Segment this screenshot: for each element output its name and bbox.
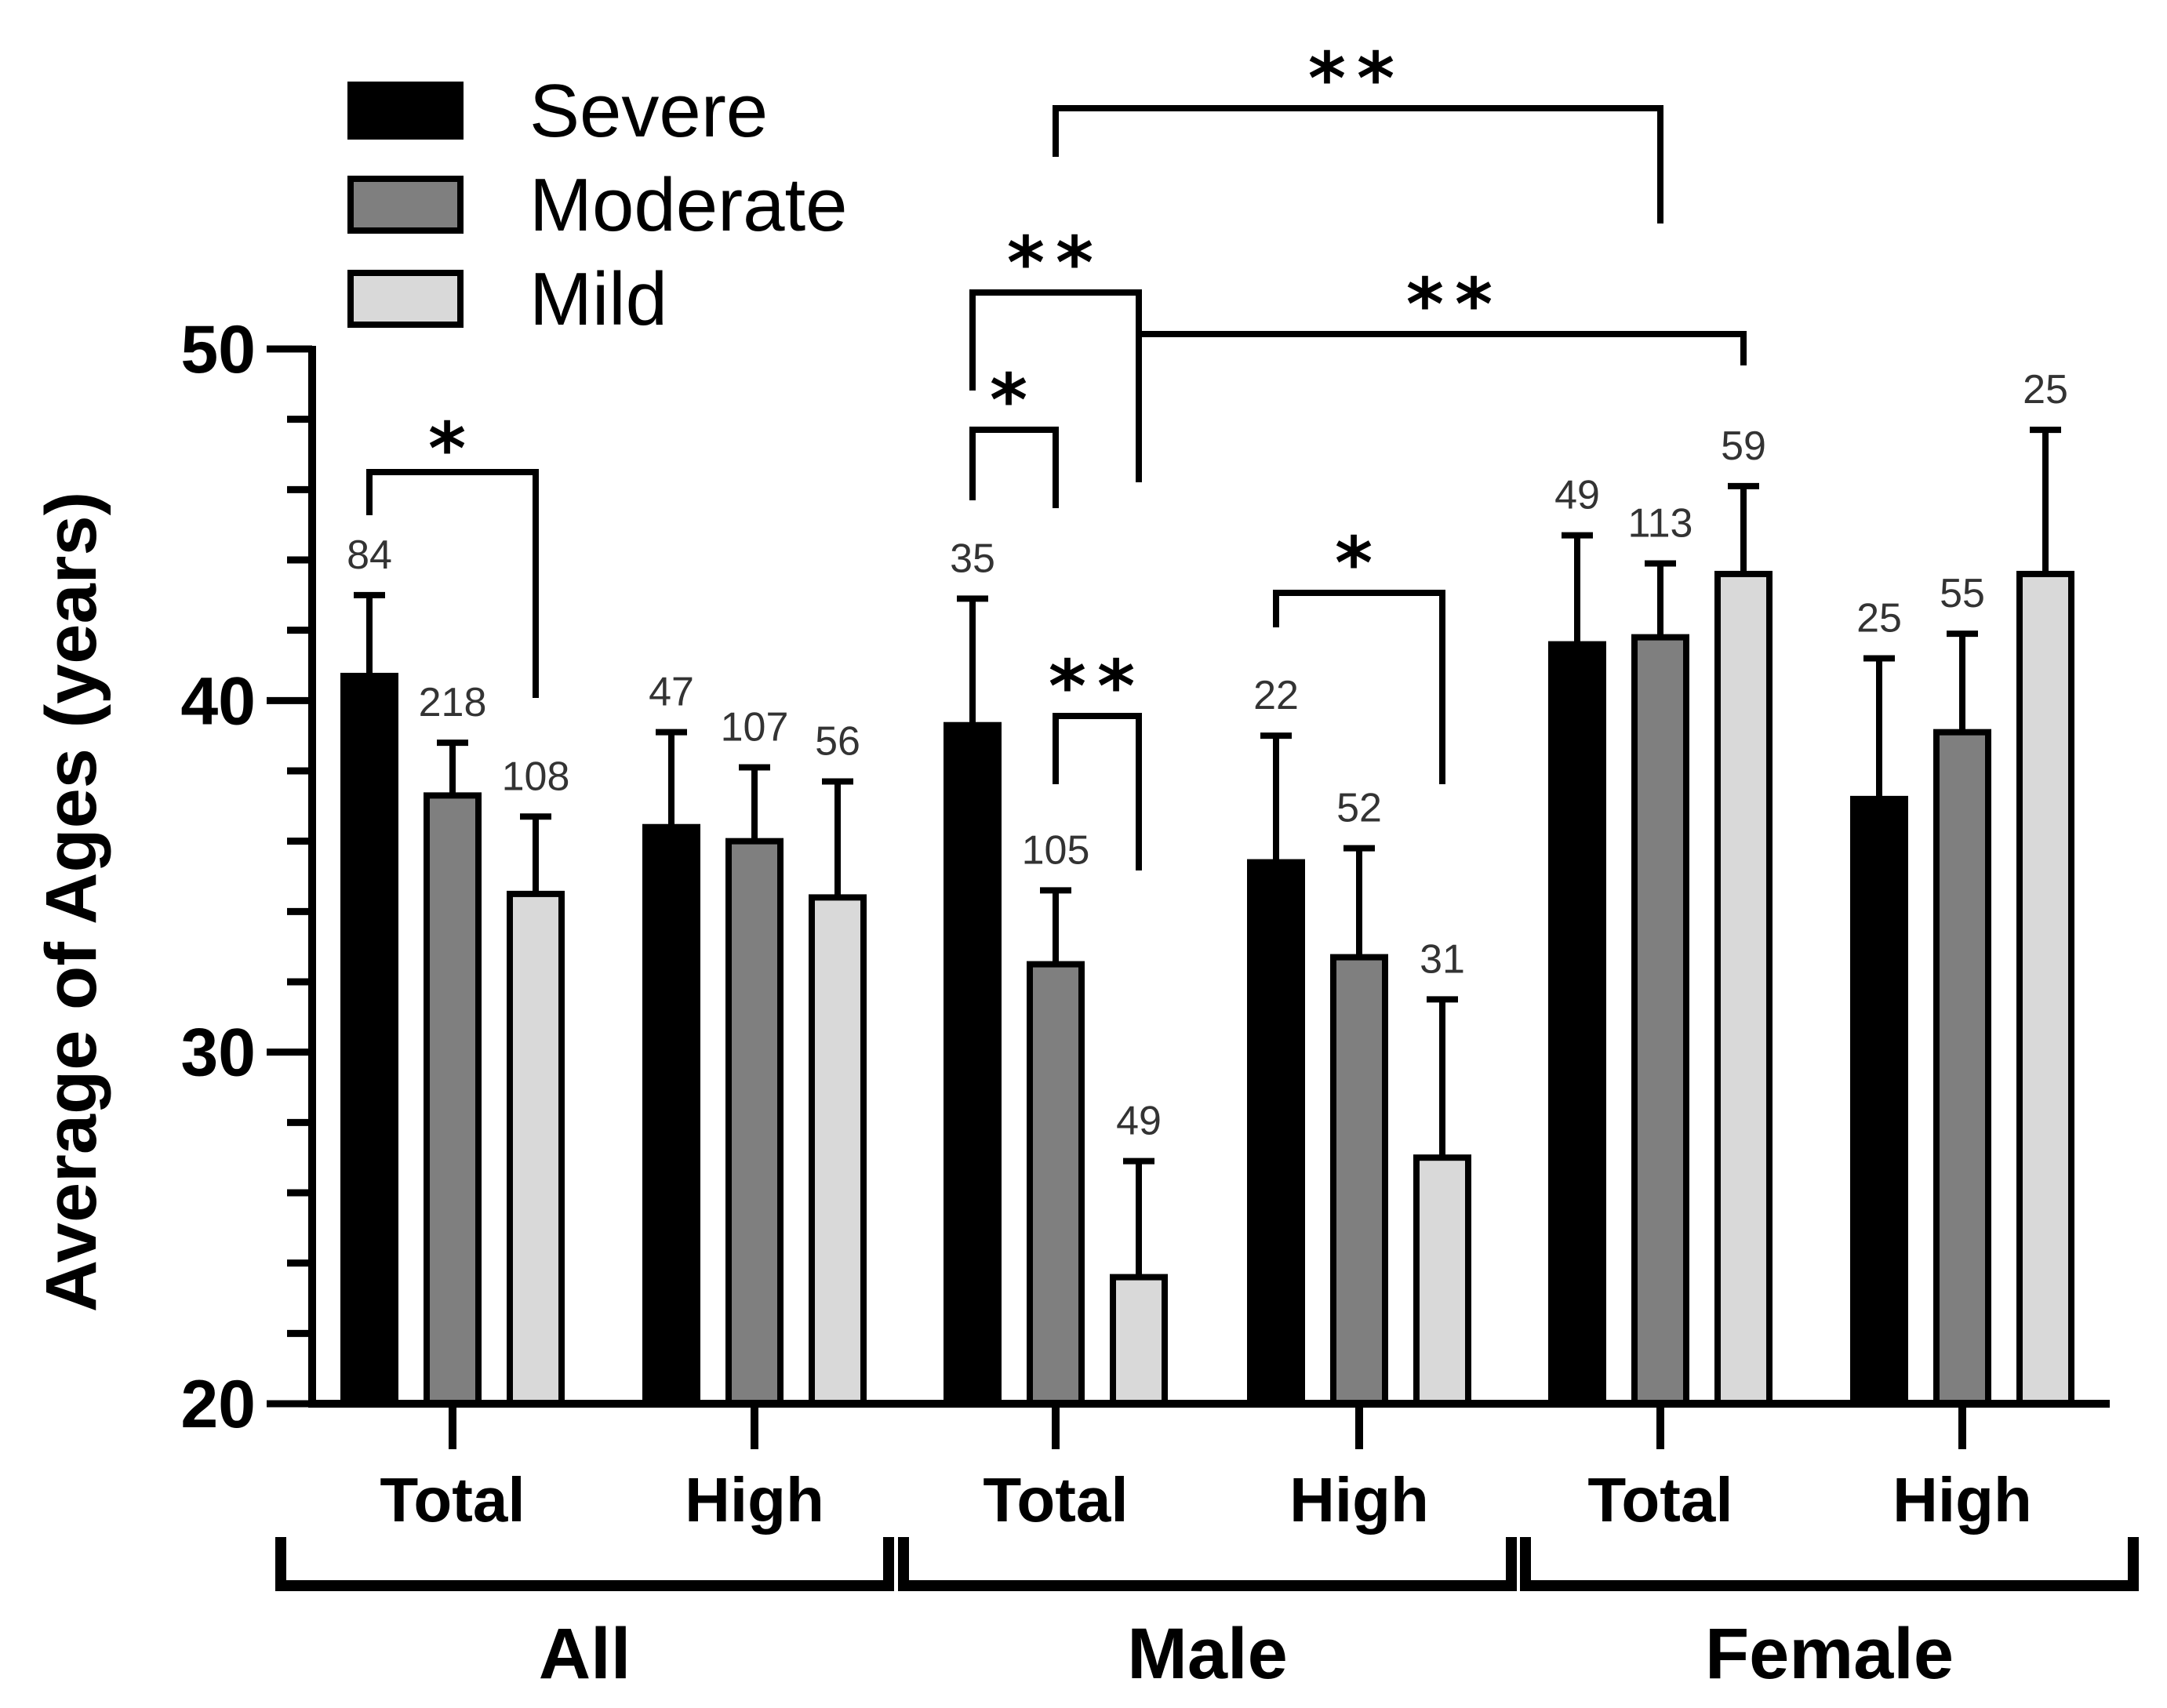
bar-severe-0 xyxy=(340,672,398,1407)
bar-severe-3 xyxy=(1247,859,1305,1407)
error-bars-layer xyxy=(354,427,2061,1277)
x-tick-label-0: Total xyxy=(380,1465,525,1535)
group-label-all: All xyxy=(539,1614,631,1694)
n-label-mild-4: 59 xyxy=(1721,423,1766,469)
x-tick-label-5: High xyxy=(1892,1465,2032,1535)
significance-label-1: * xyxy=(990,358,1038,442)
bar-severe-1 xyxy=(642,823,700,1407)
n-label-severe-0: 84 xyxy=(347,532,392,578)
group-bracket-male xyxy=(898,1537,1517,1591)
n-label-moderate-2: 105 xyxy=(1022,827,1090,873)
n-label-severe-5: 25 xyxy=(1856,596,1902,641)
bar-severe-2 xyxy=(944,721,1002,1407)
n-label-severe-3: 22 xyxy=(1253,673,1299,718)
legend-label-severe: Severe xyxy=(529,69,768,153)
sample-size-labels-layer: 84 47 35 22 49 25 218 107 105 52 113 55 108 56 49 31 59 2… xyxy=(347,367,2068,1144)
significance-bracket-4 xyxy=(1273,590,1445,784)
bar-severe-4 xyxy=(1548,641,1606,1407)
significance-bracket-3 xyxy=(1053,713,1142,870)
bar-mild-4 xyxy=(1714,570,1773,1407)
bar-moderate-2 xyxy=(1027,961,1085,1408)
y-tick-label-20: 20 xyxy=(180,1367,256,1442)
n-label-mild-1: 56 xyxy=(815,718,860,764)
n-label-moderate-4: 113 xyxy=(1628,500,1693,546)
significance-label-2: ** xyxy=(1007,221,1104,305)
bar-mild-1 xyxy=(809,894,867,1407)
bar-mild-0 xyxy=(507,890,565,1407)
significance-label-5: ** xyxy=(1406,263,1503,347)
n-label-severe-1: 47 xyxy=(649,670,694,715)
n-label-mild-2: 49 xyxy=(1116,1099,1162,1144)
n-label-severe-4: 49 xyxy=(1554,473,1600,518)
bar-moderate-1 xyxy=(725,838,784,1407)
significance-bracket-5 xyxy=(1139,331,1747,365)
y-axis-label: Average of Ages (years) xyxy=(31,492,111,1313)
significance-label-0: * xyxy=(428,407,477,491)
x-tick-label-4: Total xyxy=(1587,1465,1733,1535)
n-label-mild-3: 31 xyxy=(1420,936,1465,982)
bar-mild-2 xyxy=(1110,1274,1168,1407)
x-tick-label-3: High xyxy=(1289,1465,1429,1535)
group-label-male: Male xyxy=(1127,1614,1288,1694)
significance-bracket-2 xyxy=(969,289,1142,482)
significance-layer: *********** xyxy=(366,37,1747,870)
x-tick-label-2: Total xyxy=(983,1465,1128,1535)
significance-bracket-1 xyxy=(969,427,1059,508)
significance-bracket-0 xyxy=(366,469,539,698)
group-bracket-female xyxy=(1520,1537,2139,1591)
bars-layer xyxy=(340,570,2074,1408)
n-label-moderate-1: 107 xyxy=(721,705,789,750)
y-tick-label-50: 50 xyxy=(180,312,256,387)
n-label-mild-0: 108 xyxy=(502,754,570,799)
legend-swatch-mild xyxy=(347,270,464,328)
bar-severe-5 xyxy=(1850,795,1908,1407)
bar-moderate-0 xyxy=(424,792,482,1407)
legend: Severe Moderate Mild xyxy=(347,69,848,341)
legend-swatch-severe xyxy=(347,82,464,140)
y-tick-label-30: 30 xyxy=(180,1016,256,1091)
significance-label-3: ** xyxy=(1049,645,1146,729)
y-tick-label-40: 40 xyxy=(180,663,256,739)
legend-label-moderate: Moderate xyxy=(529,163,848,247)
x-tick-label-1: High xyxy=(685,1465,824,1535)
n-label-moderate-0: 218 xyxy=(419,680,487,725)
legend-label-mild: Mild xyxy=(529,257,667,341)
significance-label-6: ** xyxy=(1308,37,1405,121)
bar-moderate-4 xyxy=(1631,634,1689,1407)
axes-layer: 20 30 40 50 Total High Total High Total High All Ma… xyxy=(180,312,2139,1694)
bar-moderate-3 xyxy=(1330,954,1388,1408)
legend-swatch-moderate xyxy=(347,176,464,234)
group-label-female: Female xyxy=(1705,1614,1954,1694)
group-bracket-all xyxy=(275,1537,894,1591)
bar-mild-3 xyxy=(1413,1154,1471,1407)
significance-label-4: * xyxy=(1335,521,1383,605)
n-label-mild-5: 25 xyxy=(2023,367,2068,412)
n-label-severe-2: 35 xyxy=(950,536,995,581)
bar-moderate-5 xyxy=(1933,729,1991,1407)
significance-bracket-6 xyxy=(1053,105,1663,223)
n-label-moderate-5: 55 xyxy=(1940,571,1985,616)
bar-mild-5 xyxy=(2016,570,2074,1407)
n-label-moderate-3: 52 xyxy=(1336,786,1382,831)
